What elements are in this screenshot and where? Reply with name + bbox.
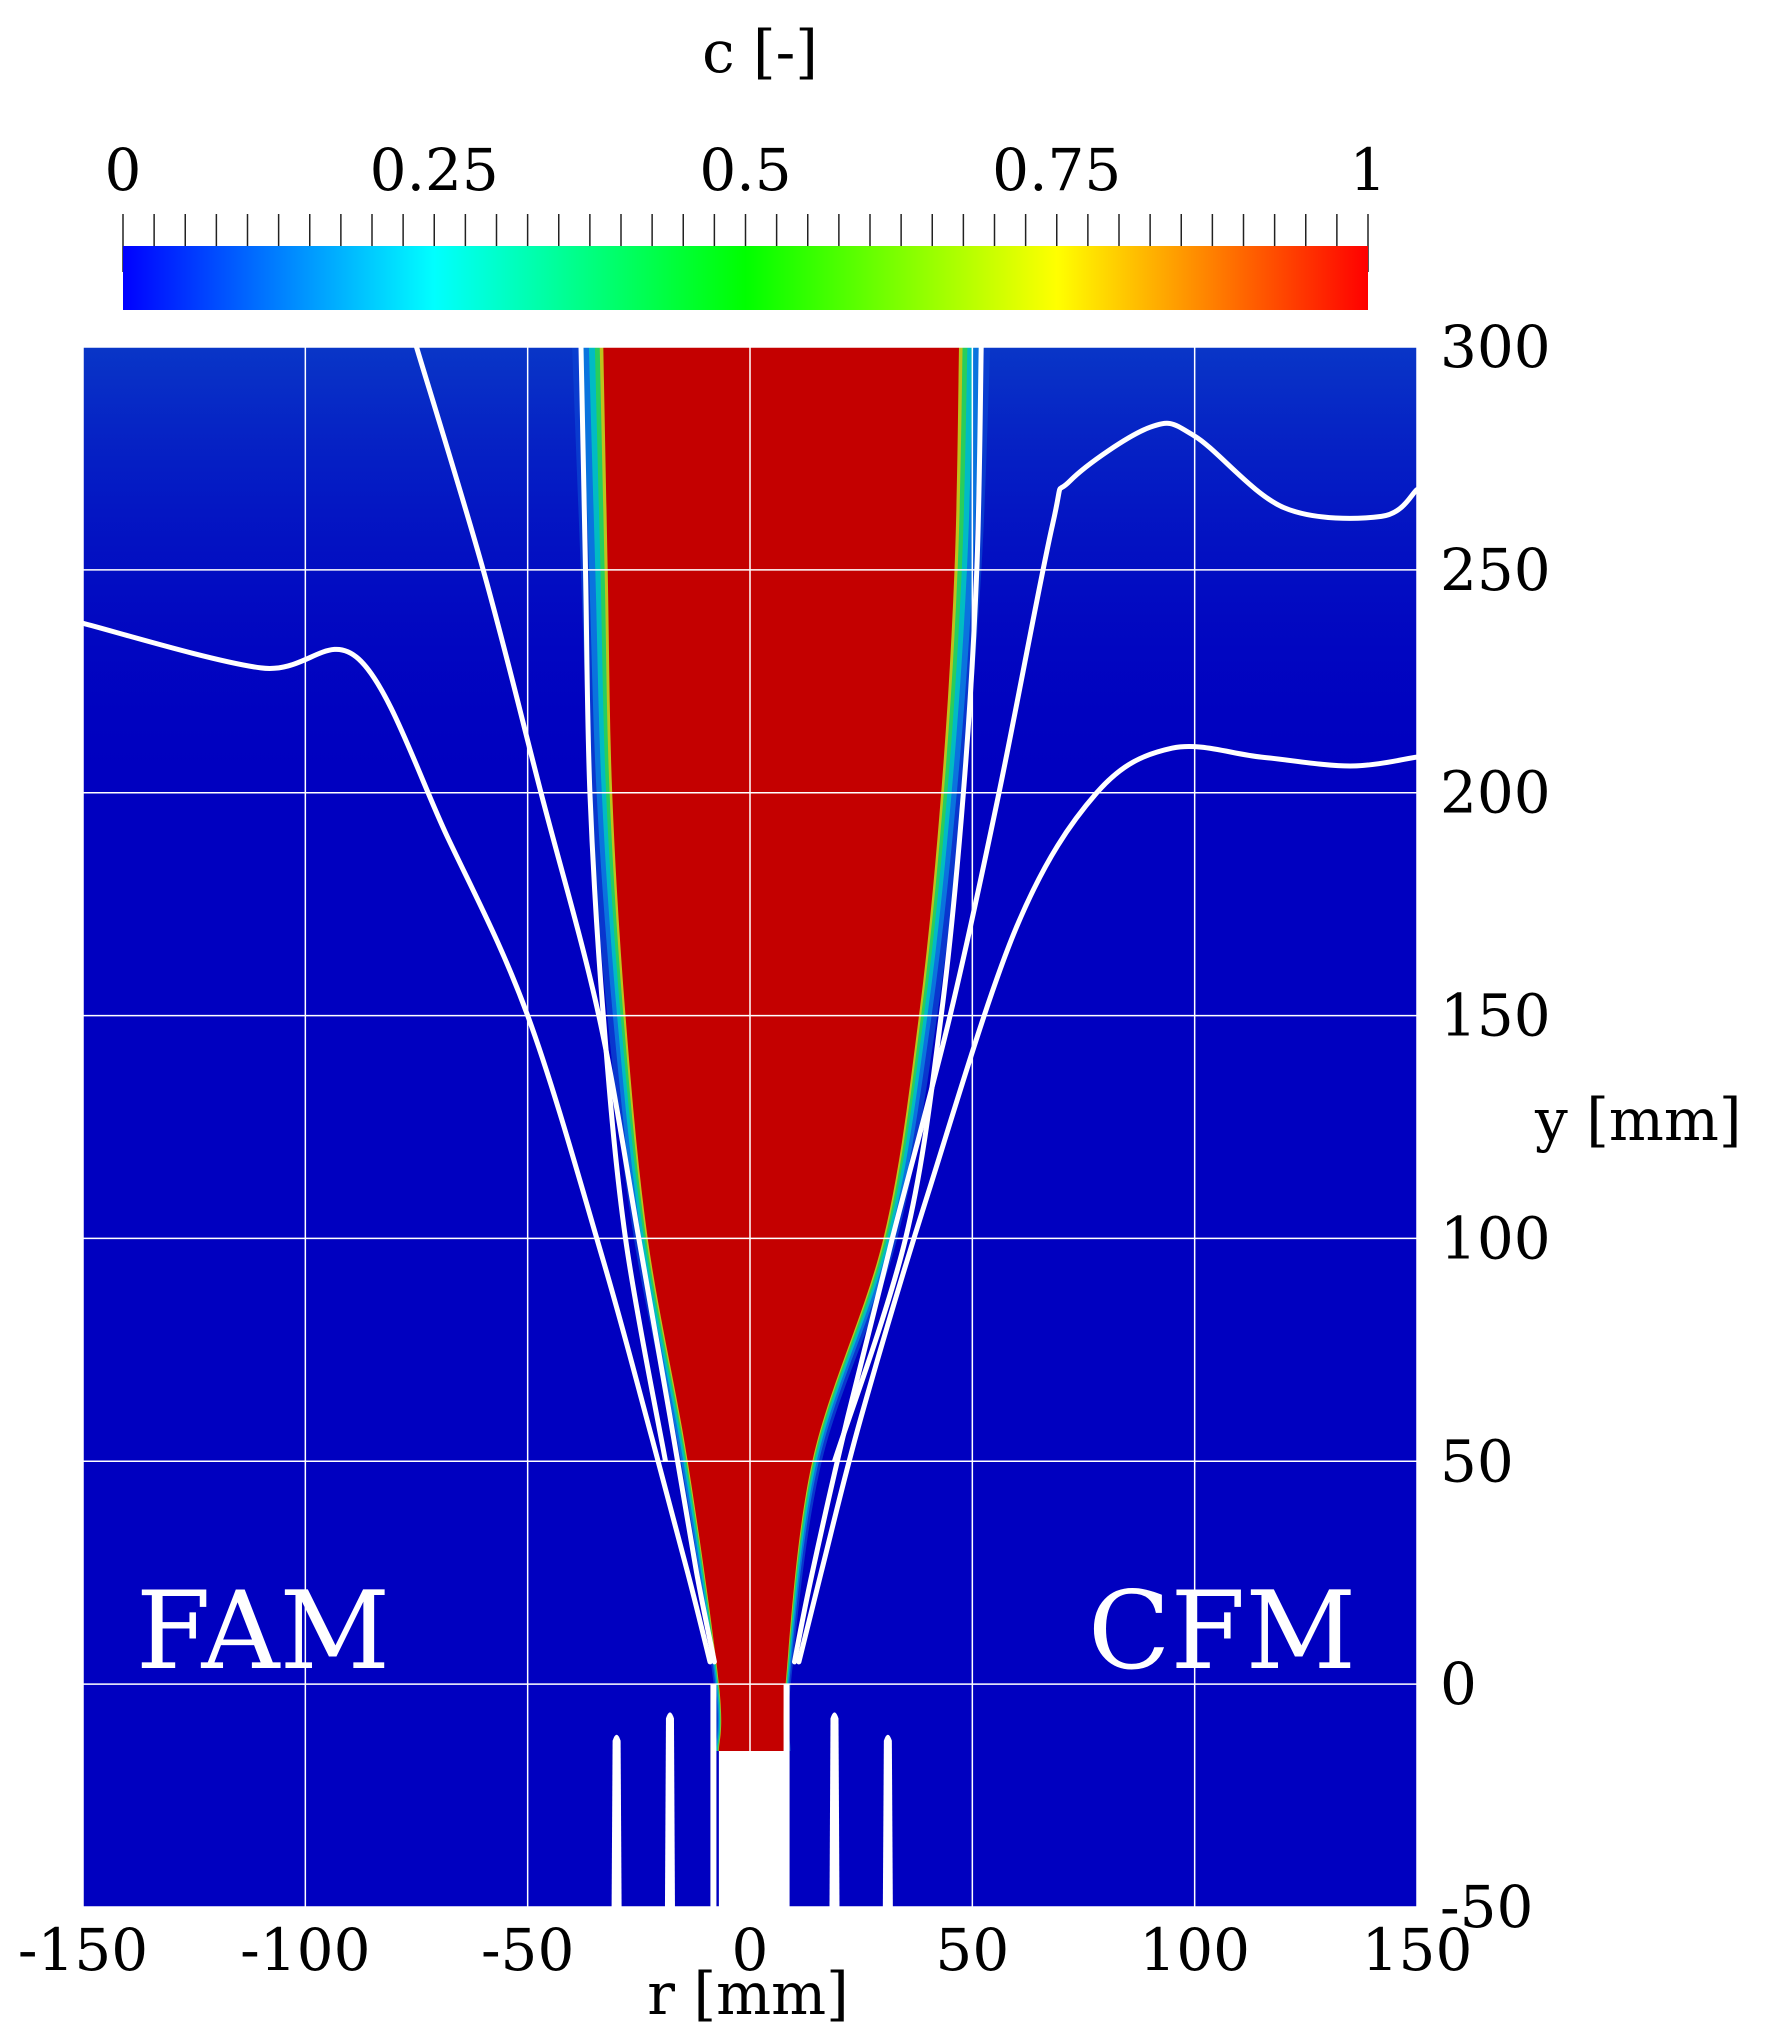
- y-tick-label: 50: [1440, 1427, 1514, 1495]
- x-tick-label: 100: [1139, 1916, 1250, 1984]
- contour-lines: [83, 347, 1417, 1665]
- flame-core: [603, 347, 959, 1751]
- nozzle-wall: [710, 1684, 717, 1907]
- x-tick-label: 50: [935, 1916, 1009, 1984]
- y-tick-label: 250: [1440, 536, 1551, 604]
- colorbar-tick-label: 1: [1350, 136, 1387, 204]
- nozzle-channel: [718, 1751, 786, 1907]
- y-tick-labels: -50 0 50 100 150 200 250 300: [1440, 313, 1551, 1941]
- x-tick-label: 150: [1362, 1916, 1473, 1984]
- x-tick-label: 0: [732, 1916, 769, 1984]
- y-axis-label: y [mm]: [1534, 1086, 1741, 1154]
- x-tick-label: -150: [18, 1916, 148, 1984]
- nozzle-wall: [783, 1684, 790, 1907]
- nozzle-slit: [829, 1712, 840, 1907]
- grid-lines: [83, 347, 1417, 1907]
- label-fam: FAM: [136, 1569, 390, 1694]
- nozzle-geometry: [611, 1684, 893, 1907]
- y-tick-label: 200: [1440, 759, 1551, 827]
- y-tick-label: -50: [1440, 1873, 1533, 1941]
- contour-line-core: [832, 347, 984, 1463]
- x-axis-label: r [mm]: [647, 1960, 848, 2028]
- nozzle-slit: [611, 1734, 622, 1907]
- contour-line-left: [83, 620, 713, 1665]
- colorbar-tick-label: 0.25: [370, 136, 499, 204]
- x-tick-labels: -150 -100 -50 0 50 100 150: [18, 1916, 1473, 1984]
- colorbar-tick-label: 0.75: [992, 136, 1121, 204]
- x-tick-label: -100: [240, 1916, 370, 1984]
- colorbar: c [-] 0 0.25 0.5 0.75 1: [105, 18, 1387, 310]
- contour-line-core: [578, 347, 668, 1462]
- contour-line-right: [796, 743, 1417, 1665]
- nozzle-slit: [882, 1734, 893, 1907]
- colorbar-title: c [-]: [702, 18, 818, 86]
- colorbar-tick-label: 0: [105, 136, 142, 204]
- label-cfm: CFM: [1088, 1569, 1356, 1694]
- y-tick-label: 0: [1440, 1650, 1477, 1718]
- colorbar-tick-label: 0.5: [699, 136, 791, 204]
- colorbar-tick-labels: 0 0.25 0.5 0.75 1: [105, 136, 1387, 204]
- y-tick-label: 150: [1440, 982, 1551, 1050]
- y-tick-label: 300: [1440, 313, 1551, 381]
- y-tick-label: 100: [1440, 1204, 1551, 1272]
- nozzle-slit: [664, 1712, 675, 1907]
- x-tick-label: -50: [481, 1916, 574, 1984]
- colorbar-gradient: [123, 246, 1368, 310]
- plot-area: [83, 347, 1417, 1907]
